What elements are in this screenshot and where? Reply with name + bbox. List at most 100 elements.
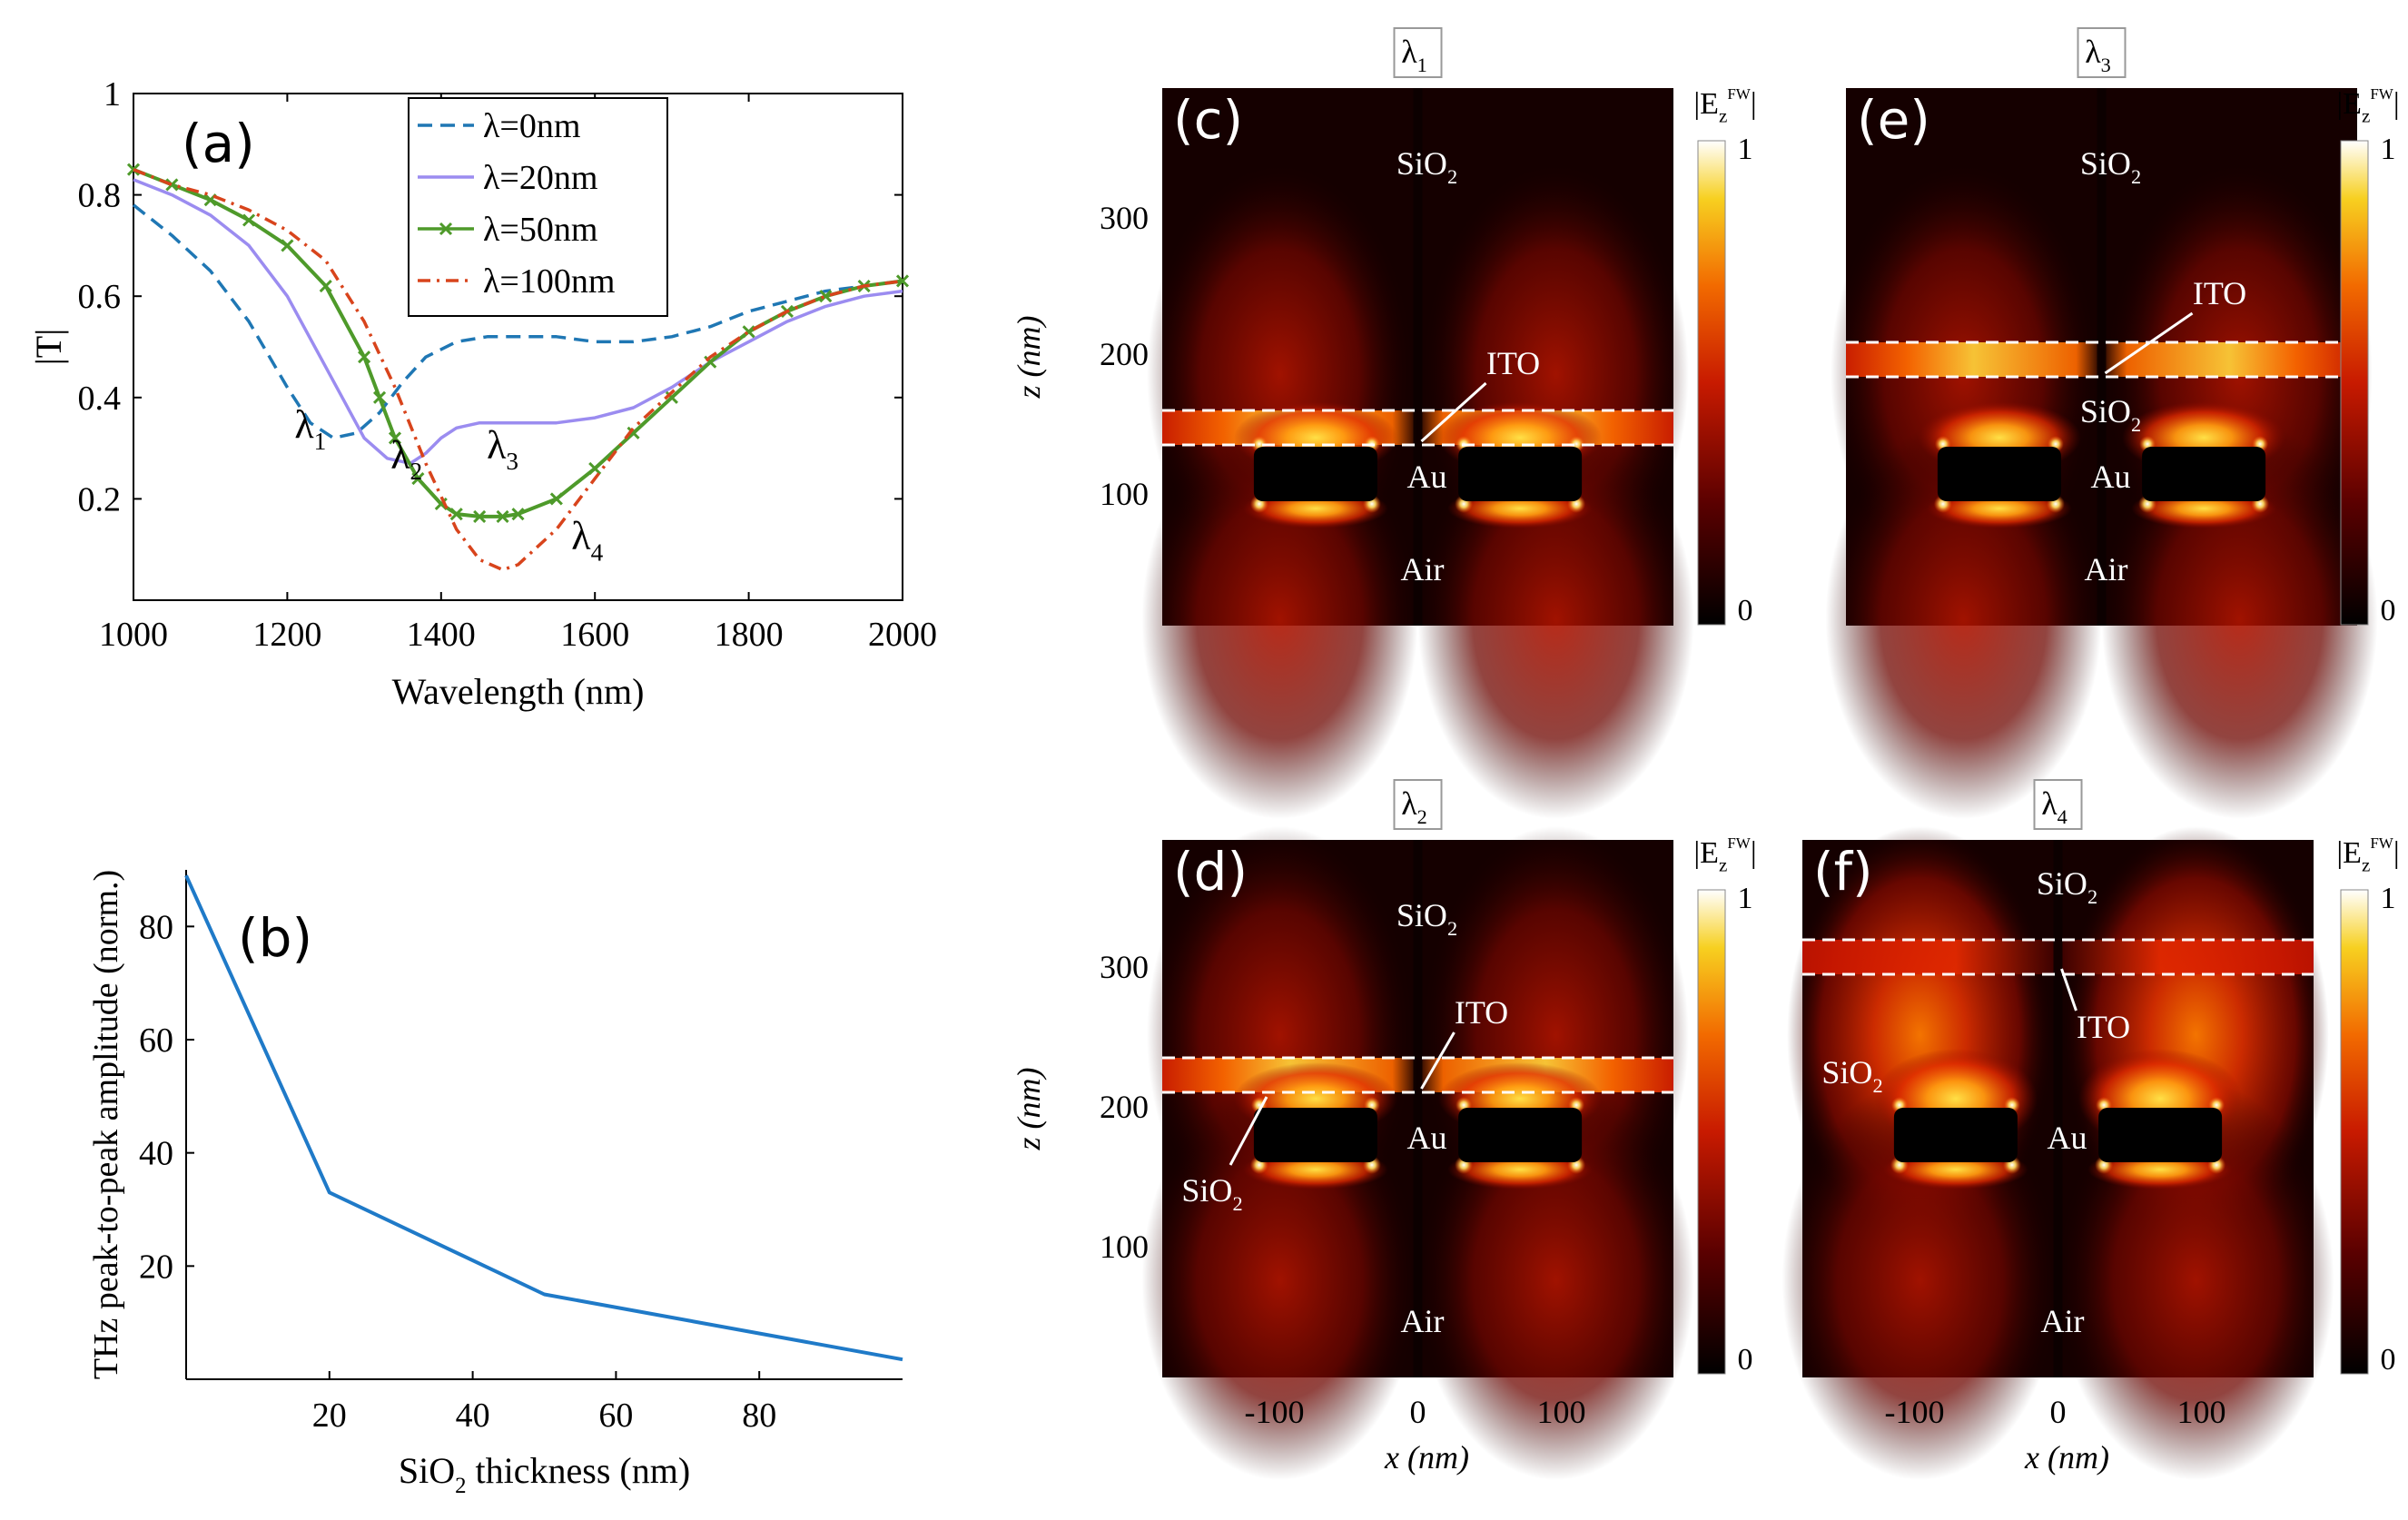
colorbar-label-sup: FW bbox=[2370, 834, 2393, 852]
panel-label-a: (a) bbox=[182, 113, 255, 174]
map-title-box bbox=[1393, 27, 1443, 78]
series-marker bbox=[388, 431, 402, 445]
y-tick-label: 60 bbox=[139, 1022, 173, 1060]
au-block bbox=[2142, 447, 2266, 501]
series-line-λ=100nm bbox=[133, 168, 903, 572]
label-top-sio2-main: SiO bbox=[2080, 145, 2131, 182]
x-axis-label: Wavelength (nm) bbox=[392, 671, 645, 712]
colorbar-label-sup: FW bbox=[2370, 85, 2393, 103]
y-tick-label: 40 bbox=[139, 1135, 173, 1173]
au-block bbox=[1458, 447, 1583, 501]
panel-label: (f) bbox=[1813, 841, 1873, 903]
z-tick-label: 100 bbox=[1100, 476, 1149, 512]
y-tick-label: 0.4 bbox=[78, 380, 122, 418]
colorbar-label: |EzFW| bbox=[2336, 834, 2399, 876]
wavelength-annotation: λ3 bbox=[487, 423, 518, 475]
arrow-ito bbox=[2104, 311, 2194, 375]
z-axis-label: z (nm) bbox=[1011, 316, 1047, 400]
map-title-sub: 2 bbox=[1417, 805, 1427, 828]
x-axis-label-main: SiO bbox=[399, 1450, 455, 1491]
wavelength-annotation-main: λ bbox=[294, 402, 314, 447]
au-block bbox=[2098, 1108, 2223, 1162]
legend-label: λ=50nm bbox=[483, 211, 597, 249]
x-tick-label: 1800 bbox=[715, 616, 784, 654]
series-marker bbox=[358, 350, 371, 364]
label-top-sio2-sub: 2 bbox=[1447, 917, 1457, 940]
label-top-sio2-sub: 2 bbox=[2087, 885, 2097, 908]
map-title-sub: 1 bbox=[1417, 54, 1427, 76]
map-title: λ3 bbox=[2085, 34, 2111, 76]
colorbar-label-main: |E bbox=[2336, 87, 2362, 121]
x-tick-label: 0 bbox=[2050, 1394, 2067, 1430]
label-top-sio2: SiO2 bbox=[1396, 145, 1457, 188]
colorbar-label-main: |E bbox=[2336, 836, 2362, 870]
x-axis-label-sub: 2 bbox=[455, 1474, 466, 1498]
y-tick-label: 80 bbox=[139, 908, 173, 946]
x-tick-label: 60 bbox=[598, 1397, 633, 1435]
colorbar-label-rest: | bbox=[2393, 836, 2400, 870]
label-top-sio2: SiO2 bbox=[1396, 897, 1457, 940]
map-title: λ4 bbox=[2041, 785, 2068, 828]
label-ito: ITO bbox=[2077, 1009, 2130, 1045]
wavelength-annotation-sub: 3 bbox=[506, 448, 518, 475]
label-sio2: SiO2 bbox=[1181, 1172, 1242, 1215]
colorbar-label-sub: z bbox=[2362, 854, 2370, 876]
colorbar bbox=[2340, 140, 2369, 626]
panel-label-b: (b) bbox=[238, 907, 312, 969]
x-tick-label: 1000 bbox=[99, 616, 168, 654]
label-top-sio2-main: SiO bbox=[1396, 897, 1447, 933]
label-sio2-sub: 2 bbox=[1232, 1192, 1242, 1215]
z-tick-label: 200 bbox=[1100, 336, 1149, 372]
label-au: Au bbox=[2091, 459, 2131, 495]
x-axis-label-rest: thickness (nm) bbox=[467, 1450, 691, 1491]
x-tick-label: 1400 bbox=[407, 616, 476, 654]
panel-a: 1000 1200 1400 1600 1800 2000 0.2 0.4 0.6 0.8 1 Wav… bbox=[28, 75, 937, 712]
label-air: Air bbox=[2085, 551, 2128, 587]
y-axis-label: THz peak-to-peak amplitude (norm.) bbox=[87, 870, 125, 1379]
colorbar bbox=[1697, 889, 1726, 1375]
map-title-main: λ bbox=[2041, 785, 2058, 822]
arrow-ito bbox=[1420, 381, 1487, 443]
x-axis-label: SiO2 thickness (nm) bbox=[399, 1450, 690, 1498]
y-tick-label: 1 bbox=[104, 75, 121, 114]
label-ito: ITO bbox=[1486, 345, 1540, 381]
z-tick-label: 300 bbox=[1100, 949, 1149, 985]
colorbar-min: 0 bbox=[2381, 594, 2396, 627]
arrow-ito bbox=[2060, 968, 2077, 1012]
center-gap bbox=[1413, 840, 1423, 1377]
map-title-sub: 4 bbox=[2058, 805, 2068, 828]
label-top-sio2: SiO2 bbox=[2080, 145, 2141, 188]
series-marker bbox=[549, 492, 563, 506]
label-sio2-main: SiO bbox=[1821, 1054, 1872, 1091]
y-tick-label: 0.8 bbox=[78, 177, 122, 215]
colorbar-label-main: |E bbox=[1693, 836, 1719, 870]
colorbar-min: 0 bbox=[1738, 1343, 1753, 1377]
map-title-box bbox=[2033, 779, 2083, 830]
x-tick-label: 20 bbox=[312, 1397, 347, 1435]
map-title: λ1 bbox=[1401, 34, 1427, 76]
x-tick-label: 100 bbox=[2177, 1394, 2226, 1430]
wavelength-annotation: λ2 bbox=[390, 433, 422, 485]
map-title-box bbox=[2077, 27, 2127, 78]
amplitude-line bbox=[184, 874, 903, 1362]
wavelength-annotation-main: λ bbox=[390, 433, 410, 478]
au-block bbox=[1253, 1108, 1377, 1162]
colorbar-max: 1 bbox=[1738, 882, 1753, 915]
series-marker bbox=[411, 472, 425, 486]
label-ito: ITO bbox=[2193, 275, 2246, 311]
x-tick-label: 1600 bbox=[560, 616, 629, 654]
series-marker bbox=[819, 290, 833, 303]
x-tick-label: -100 bbox=[1885, 1394, 1945, 1430]
x-tick-label: 40 bbox=[456, 1397, 490, 1435]
series-line-λ=20nm bbox=[133, 178, 903, 466]
au-block bbox=[1253, 447, 1377, 501]
z-axis-label-text: z (nm) bbox=[1011, 316, 1047, 400]
label-sio2: SiO2 bbox=[1821, 1054, 1882, 1097]
arrow-ito bbox=[1420, 1031, 1456, 1090]
colorbar-label-sub: z bbox=[2362, 105, 2370, 127]
colorbar-label-sub: z bbox=[1719, 854, 1727, 876]
x-tick-label: -100 bbox=[1245, 1394, 1305, 1430]
